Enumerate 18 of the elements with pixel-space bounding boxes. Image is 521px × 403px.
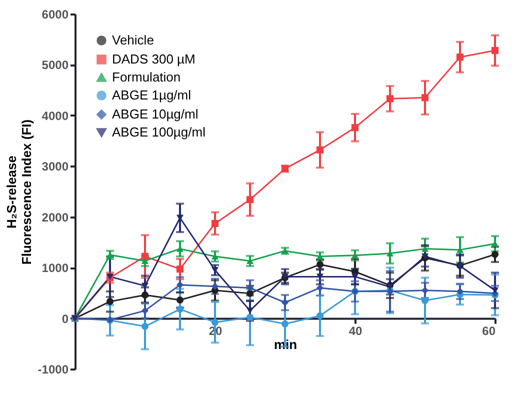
legend-label: ABGE 10µg/ml [112, 106, 198, 122]
y-tick-label: -1000 [38, 362, 69, 376]
x-tick-label: 60 [482, 324, 496, 338]
y-axis-title: H₂S-release Fluorescence Index (FI) [4, 119, 34, 265]
y-tick-label: 3000 [42, 160, 69, 174]
legend-label: Vehicle [112, 32, 154, 48]
y-tick-label: 1000 [42, 261, 69, 276]
y-tick-label: 0 [62, 312, 69, 326]
legend-label: Formulation [112, 70, 181, 84]
x-tick-label: 40 [348, 324, 362, 338]
x-axis-title: min [274, 336, 298, 352]
y-tick-label: 6000 [42, 8, 69, 22]
legend-label: ABGE 1µg/ml [112, 88, 192, 102]
legend-label: ABGE 100µg/ml [112, 124, 206, 140]
y-tick-label: 5000 [42, 58, 69, 72]
legend-label: DADS 300 µM [112, 52, 196, 66]
y-tick-label: 4000 [42, 108, 69, 123]
y-tick-label: 2000 [42, 210, 69, 224]
